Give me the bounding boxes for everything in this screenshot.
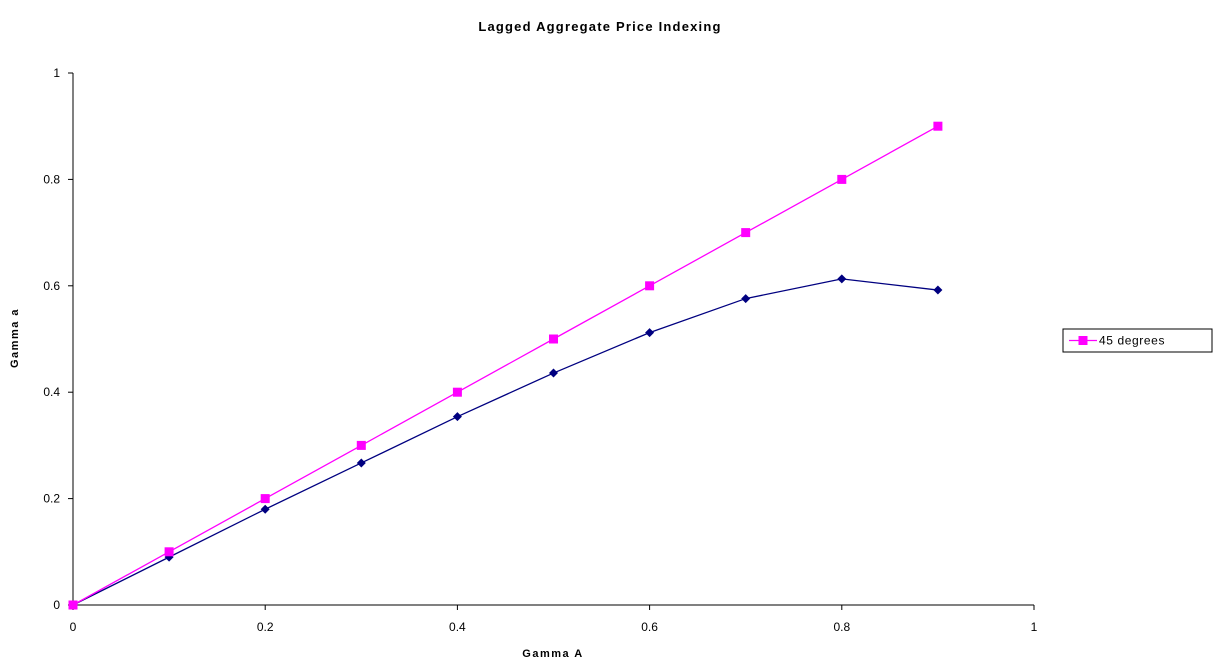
data-point xyxy=(933,285,943,295)
x-tick-label: 0.8 xyxy=(833,620,850,634)
legend-swatch-marker xyxy=(1078,336,1088,345)
data-point xyxy=(645,328,655,338)
data-point xyxy=(837,174,847,184)
data-point xyxy=(356,440,366,450)
y-tick-label: 1 xyxy=(53,66,60,80)
data-point xyxy=(356,458,366,468)
data-point xyxy=(741,294,751,304)
y-axis-label: Gamma a xyxy=(9,308,21,368)
y-tick-label: 0 xyxy=(53,598,60,612)
data-point xyxy=(549,334,558,344)
series-layer xyxy=(68,121,943,610)
data-point xyxy=(933,121,943,131)
data-point xyxy=(452,412,462,422)
y-tick-label: 0.4 xyxy=(43,385,60,399)
y-tick-label: 0.6 xyxy=(43,279,60,293)
data-point xyxy=(645,281,655,291)
x-tick-label: 0 xyxy=(70,620,77,634)
x-axis-label: Gamma A xyxy=(522,648,583,660)
x-tick-label: 0.4 xyxy=(449,620,466,634)
y-tick-label: 0.8 xyxy=(43,172,60,186)
legend: 45 degrees xyxy=(1062,328,1213,353)
series-line xyxy=(72,278,938,606)
data-point xyxy=(164,547,174,557)
series-45-degrees xyxy=(68,121,943,610)
legend-label: 45 degrees xyxy=(1099,334,1165,348)
data-point xyxy=(260,504,270,514)
series-line xyxy=(72,125,939,606)
x-tick-label: 1 xyxy=(1031,620,1038,634)
data-point xyxy=(741,228,751,238)
legend-box xyxy=(1062,328,1213,353)
data-point xyxy=(260,494,270,504)
data-point xyxy=(452,387,462,397)
series-1 xyxy=(68,274,943,610)
axes xyxy=(72,73,1034,606)
data-point xyxy=(837,274,847,284)
y-tick-label: 0.2 xyxy=(43,492,60,506)
data-point xyxy=(549,368,558,378)
y-axis-ticks: 0 0.2 0.4 0.6 0.8 1 xyxy=(43,66,73,612)
x-tick-label: 0.6 xyxy=(641,620,658,634)
x-tick-label: 0.2 xyxy=(257,620,274,634)
x-axis-ticks: 0 0.2 0.4 0.6 0.8 1 xyxy=(70,605,1038,634)
legend-item: 45 degrees xyxy=(1069,334,1165,348)
chart-title: Lagged Aggregate Price Indexing xyxy=(478,19,721,34)
data-point xyxy=(68,600,78,610)
